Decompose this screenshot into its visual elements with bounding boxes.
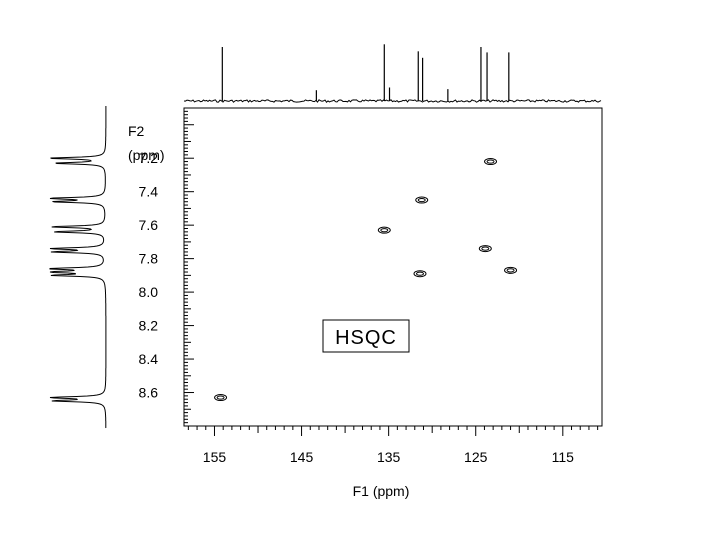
y-tick-label: 7.8 — [139, 251, 159, 267]
y-tick-label: 7.4 — [139, 184, 159, 200]
x-tick-label: 155 — [203, 449, 227, 465]
cross-peak — [478, 245, 492, 253]
cross-peak — [415, 196, 429, 204]
cross-peak-outer-contour — [377, 226, 391, 234]
cross-peak-inner-contour — [417, 197, 426, 203]
cross-peak-outer-contour — [484, 158, 498, 166]
cross-peak — [504, 266, 518, 274]
x-tick-label: 135 — [377, 449, 401, 465]
cross-peak-inner-contour — [486, 159, 495, 164]
y-tick-label: 8.0 — [139, 284, 159, 300]
hsqc-annotation-label: HSQC — [335, 327, 397, 349]
cross-peak-outer-contour — [504, 266, 518, 274]
x-tick-label: 125 — [464, 449, 488, 465]
x-axis-label: F1 (ppm) — [353, 483, 410, 499]
cross-peak — [377, 226, 391, 234]
hsqc-annotation-box — [322, 319, 410, 353]
cross-peak-inner-contour — [481, 246, 490, 251]
x-tick-label: 145 — [290, 449, 314, 465]
x-tick-label: 115 — [552, 449, 575, 465]
y-tick-label: 8.4 — [139, 351, 159, 367]
plot-area-frame — [183, 107, 603, 427]
cross-peak-outer-contour — [415, 196, 429, 204]
y-tick-label: 7.2 — [139, 150, 159, 166]
cross-peak-outer-contour — [478, 245, 492, 253]
f2-projection-trace — [49, 106, 107, 429]
cross-peak-outer-contour — [214, 394, 228, 402]
y-tick-label: 7.6 — [139, 217, 159, 233]
f1-projection-trace — [183, 44, 602, 103]
cross-peak-outer-contour — [413, 270, 427, 278]
axis-ticks: 155 145 135 125 115 7.2 7.4 7.6 7.8 8.0 8.2 8.4 8.6 — [139, 110, 599, 465]
cross-peak-inner-contour — [216, 395, 225, 400]
cross-peak-inner-contour — [506, 268, 515, 273]
f1-projection-baseline — [183, 99, 602, 103]
y-tick-label: 8.2 — [139, 318, 159, 334]
y-tick-label: 8.6 — [139, 385, 159, 401]
cross-peak — [214, 394, 228, 402]
cross-peaks — [214, 158, 518, 402]
y-axis-label-line2: (ppm) — [128, 147, 165, 163]
cross-peak-inner-contour — [415, 271, 424, 276]
cross-peak — [413, 270, 427, 278]
y-axis-label-line1: F2 — [128, 123, 145, 139]
cross-peak-inner-contour — [380, 228, 389, 233]
cross-peak — [484, 158, 498, 166]
f2-projection-line — [49, 106, 107, 429]
